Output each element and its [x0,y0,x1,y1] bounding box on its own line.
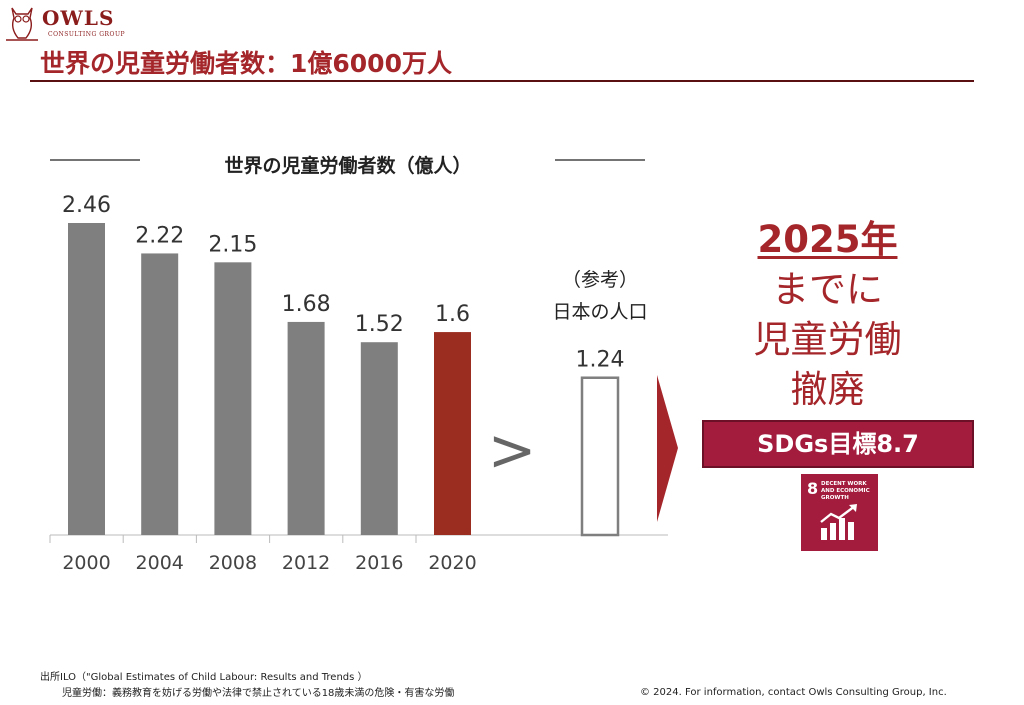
greater-than-symbol: > [488,416,537,484]
x-tick-label-2008: 2008 [209,552,257,574]
goal-statement: 2025年 までに 児童労働 撤廃 [720,215,935,415]
sdg-number: 8 [807,479,819,498]
growth-chart-icon [820,504,857,540]
value-label-2008: 2.15 [208,232,257,257]
source-note: 出所ILO（"Global Estimates of Child Labour:… [40,670,454,702]
reference-label-2: 日本の人口 [552,301,647,323]
chart-title: 世界の児童労働者数（億人） [224,154,471,177]
x-tick-label-2000: 2000 [62,552,110,574]
x-tick-label-2020: 2020 [428,552,476,574]
value-label-2004: 2.22 [135,223,184,248]
reference-value-label: 1.24 [576,348,625,373]
value-label-2020: 1.6 [435,302,470,327]
title-divider [30,80,974,82]
company-logo: OWLS CONSULTING GROUP [4,2,134,42]
goal-line2: までに [772,268,883,311]
value-label-2016: 1.52 [355,312,404,337]
bar-2008 [214,262,252,535]
child-labour-bar-chart: 世界の児童労働者数（億人） 2.46 2000 2.22 2004 2.15 2008 1.… [49,154,678,574]
x-tick-label-2004: 2004 [136,552,184,574]
value-label-2012: 1.68 [282,292,331,317]
sdg-goal-8-icon: 8 DECENT WORK AND ECONOMIC GROWTH [801,474,878,551]
goal-arrow [657,375,678,522]
bar-2004 [141,253,179,535]
sdg-target-banner: SDGs目標8.7 [702,420,974,468]
owl-logo-icon [6,7,38,41]
bar-2020 [434,332,471,535]
reference-bar-japan-population [580,376,620,537]
page-title: 世界の児童労働者数：1億6000万人 [40,49,452,78]
reference-label-1: （参考） [562,269,638,291]
bar-2012 [287,321,325,535]
x-tick-label-2012: 2012 [282,552,330,574]
bars-group: 2.46 2000 2.22 2004 2.15 2008 1.68 2012 1.52 2016… [49,193,477,574]
goal-line3: 児童労働 [753,318,902,361]
reference-group: 1.24 （参考） 日本の人口 [552,269,648,537]
source-line-1: 出所ILO（"Global Estimates of Child Labour:… [40,672,368,683]
value-label-2000: 2.46 [62,193,111,218]
goal-year: 2025年 [757,218,898,261]
logo-subtitle: CONSULTING GROUP [48,31,126,38]
x-tick-label-2016: 2016 [355,552,403,574]
source-line-2: 児童労働：義務教育を妨げる労働や法律で禁止されている18歳未満の危険・有害な労働 [62,688,455,699]
goal-line4: 撤廃 [790,368,865,411]
bar-2016 [360,342,398,535]
bar-2000 [68,223,105,535]
copyright-notice: © 2024. For information, contact Owls Co… [640,687,947,698]
sdg-label: DECENT WORK AND ECONOMIC GROWTH [821,481,870,501]
logo-text: OWLS [42,6,115,30]
